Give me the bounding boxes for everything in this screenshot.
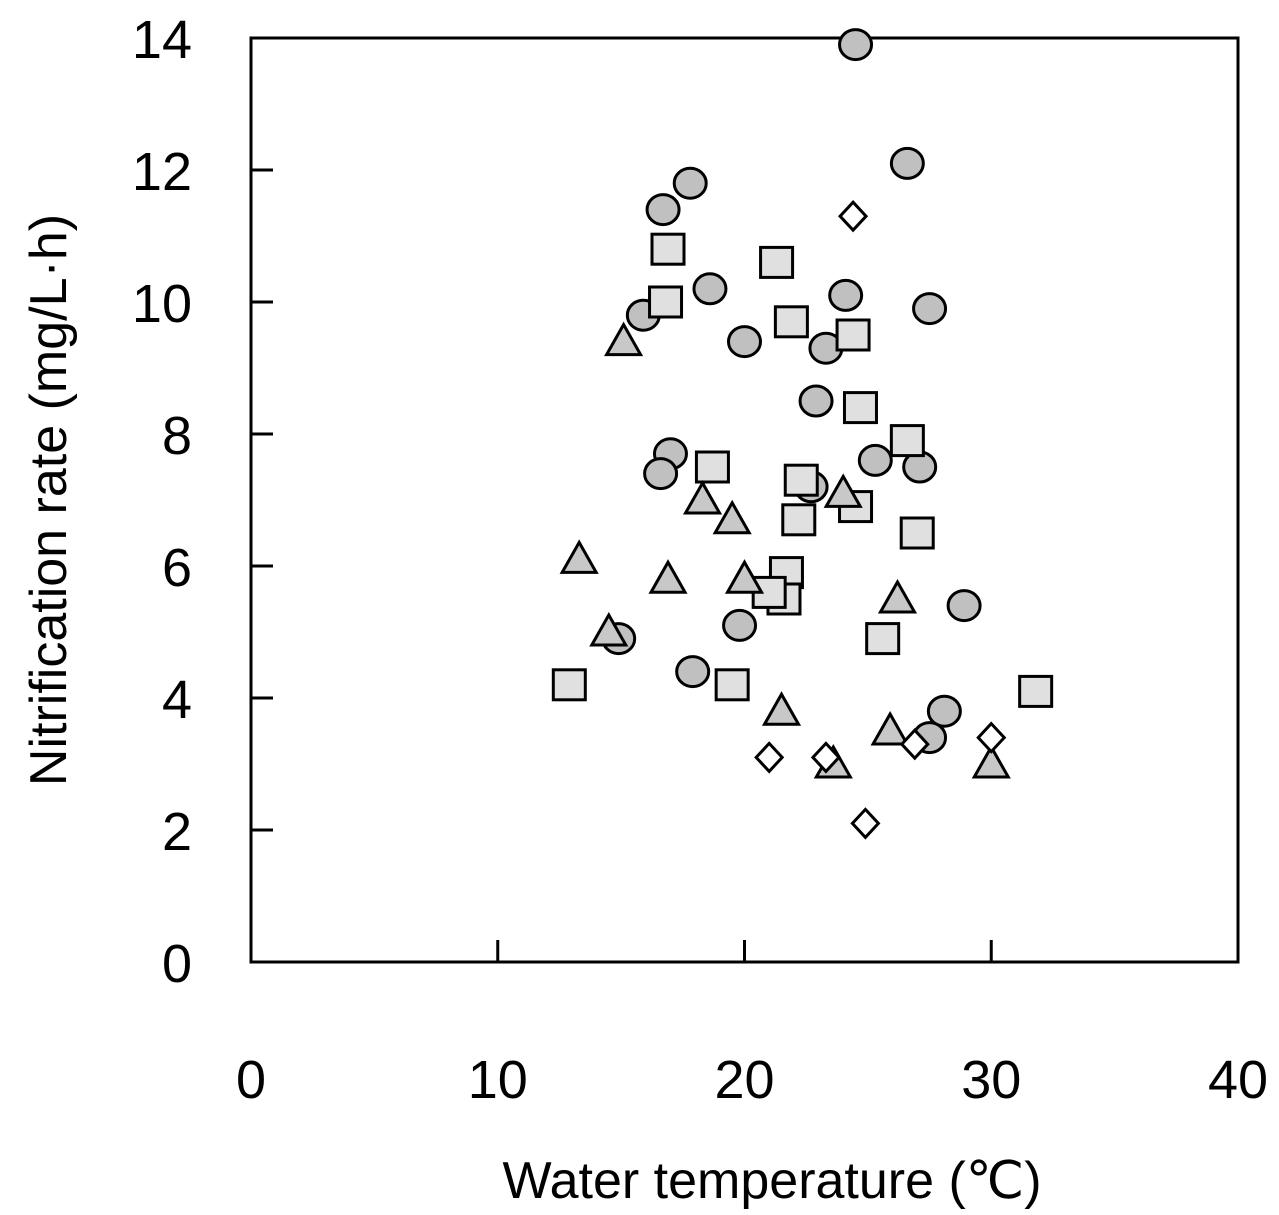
data-point-triangle (823, 473, 863, 508)
data-points (551, 28, 1054, 840)
data-point-square (694, 450, 730, 484)
x-tick-label: 0 (236, 1050, 266, 1110)
x-tick-label: 30 (961, 1050, 1021, 1110)
y-tick-labels: 0 2 4 6 8 10 12 14 (132, 10, 192, 994)
data-point-diamond (850, 807, 881, 840)
y-axis-title: Nitrification rate (mg/L·h) (20, 214, 78, 786)
x-tick-marks (249, 940, 1240, 962)
data-point-triangle (648, 559, 688, 594)
data-point-square (842, 391, 878, 425)
data-point-triangle (761, 691, 802, 726)
data-point-circle (727, 325, 762, 359)
x-tick-labels: 0 10 20 30 40 (236, 1050, 1268, 1110)
data-point-square (759, 245, 795, 279)
data-point-triangle (559, 539, 599, 574)
data-point-triangle (712, 499, 752, 535)
data-point-square (1018, 674, 1054, 708)
data-point-circle (692, 272, 728, 306)
data-point-square (865, 622, 901, 656)
data-point-circle (798, 384, 834, 418)
x-tick-label: 10 (468, 1050, 528, 1110)
y-tick-label: 12 (132, 142, 192, 202)
y-tick-label: 14 (132, 10, 192, 70)
data-point-circle (912, 292, 948, 326)
data-point-circle (857, 443, 893, 477)
data-point-diamond (810, 741, 841, 774)
data-point-circle (889, 146, 925, 180)
y-tick-label: 4 (162, 670, 192, 730)
plot-frame (249, 36, 1240, 964)
y-tick-label: 6 (162, 538, 192, 598)
data-point-triangle (682, 479, 723, 515)
data-point-circle (675, 655, 711, 689)
y-tick-label: 8 (162, 406, 192, 466)
x-tick-label: 20 (714, 1050, 774, 1110)
data-point-circle (838, 28, 874, 62)
data-point-circle (946, 589, 982, 623)
data-point-diamond (976, 721, 1007, 754)
data-point-square (835, 318, 871, 352)
data-point-diamond (754, 741, 785, 774)
data-point-triangle (870, 710, 910, 746)
y-tick-label: 10 (132, 274, 192, 334)
y-tick-marks (251, 36, 273, 964)
data-point-square (650, 232, 686, 266)
y-tick-label: 0 (162, 934, 192, 994)
data-point-square (551, 668, 587, 702)
data-point-circle (722, 608, 758, 642)
data-point-square (714, 668, 750, 702)
x-axis-title: Water temperature (℃) (502, 1152, 1041, 1210)
data-point-square (783, 463, 819, 497)
data-point-square (889, 424, 925, 458)
data-point-square (773, 305, 809, 339)
x-tick-label: 40 (1208, 1050, 1268, 1110)
data-point-triangle (971, 743, 1011, 779)
data-point-square (648, 285, 684, 319)
data-point-circle (645, 193, 681, 227)
y-tick-label: 2 (162, 802, 192, 862)
data-point-triangle (589, 611, 629, 647)
data-point-triangle (724, 559, 765, 594)
data-point-square (781, 503, 817, 537)
data-point-circle (828, 278, 864, 312)
data-point-square (899, 516, 935, 550)
data-point-diamond (899, 727, 930, 761)
data-point-circle (926, 694, 962, 728)
data-point-triangle (604, 321, 644, 357)
data-point-diamond (838, 199, 869, 233)
data-point-circle (672, 166, 708, 200)
data-point-circle (643, 457, 679, 491)
data-point-triangle (877, 578, 918, 614)
